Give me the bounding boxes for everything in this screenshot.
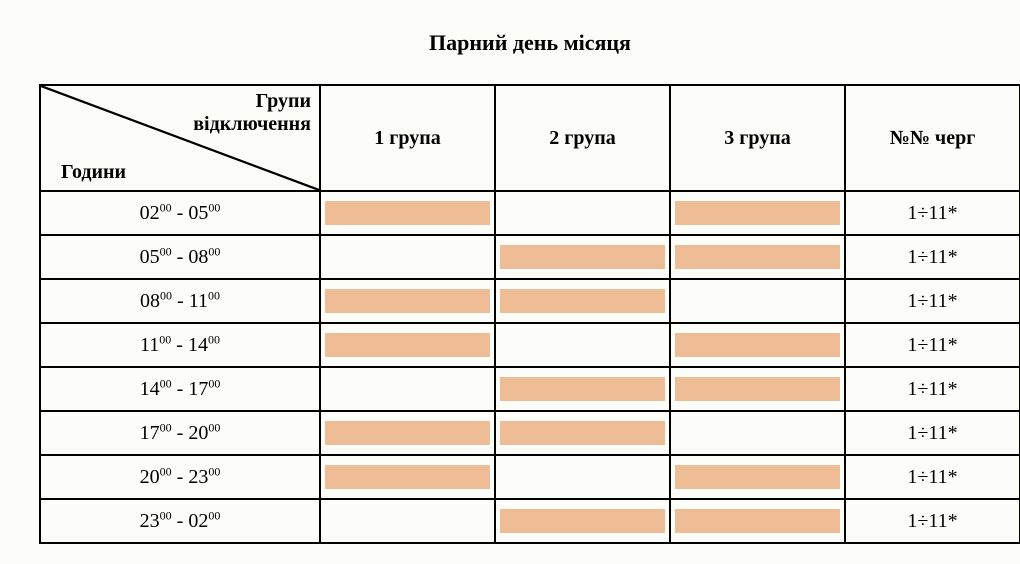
group-3-cell	[670, 191, 845, 235]
group-2-cell	[495, 411, 670, 455]
table-row: 1400 - 1700 1÷11*	[40, 367, 1020, 411]
queue-cell: 1÷11*	[845, 235, 1020, 279]
group-3-cell	[670, 279, 845, 323]
queue-cell: 1÷11*	[845, 191, 1020, 235]
time-cell: 1400 - 1700	[40, 367, 320, 411]
group-1-cell	[320, 279, 495, 323]
schedule-table: Групивідключення Години 1 група 2 група …	[39, 84, 1020, 544]
header-hours-label: Години	[61, 161, 126, 184]
group-3-cell	[670, 411, 845, 455]
time-cell: 0200 - 0500	[40, 191, 320, 235]
time-cell: 0800 - 1100	[40, 279, 320, 323]
shaded-fill	[500, 421, 665, 445]
time-cell: 2300 - 0200	[40, 499, 320, 543]
header-diagonal: Групивідключення Години	[40, 85, 320, 191]
group-2-cell	[495, 499, 670, 543]
queue-cell: 1÷11*	[845, 279, 1020, 323]
group-2-cell	[495, 455, 670, 499]
header-row: Групивідключення Години 1 група 2 група …	[40, 85, 1020, 191]
shaded-fill	[325, 201, 490, 225]
shaded-fill	[500, 245, 665, 269]
queue-cell: 1÷11*	[845, 499, 1020, 543]
group-3-cell	[670, 499, 845, 543]
table-row: 2000 - 2300 1÷11*	[40, 455, 1020, 499]
shaded-fill	[675, 201, 840, 225]
group-1-cell	[320, 367, 495, 411]
schedule-page: Парний день місяця Групивідключення Годи…	[20, 30, 1020, 544]
group-3-cell	[670, 323, 845, 367]
shaded-fill	[675, 333, 840, 357]
group-1-cell	[320, 235, 495, 279]
table-row: 0500 - 0800 1÷11*	[40, 235, 1020, 279]
header-group-2: 2 група	[495, 85, 670, 191]
group-3-cell	[670, 235, 845, 279]
shaded-fill	[325, 333, 490, 357]
shaded-fill	[675, 465, 840, 489]
shaded-fill	[325, 465, 490, 489]
time-cell: 1700 - 2000	[40, 411, 320, 455]
group-1-cell	[320, 191, 495, 235]
group-2-cell	[495, 323, 670, 367]
shaded-fill	[675, 377, 840, 401]
group-3-cell	[670, 367, 845, 411]
header-groups-label: Групивідключення	[193, 90, 311, 136]
time-cell: 0500 - 0800	[40, 235, 320, 279]
shaded-fill	[500, 289, 665, 313]
header-group-3: 3 група	[670, 85, 845, 191]
time-cell: 2000 - 2300	[40, 455, 320, 499]
queue-cell: 1÷11*	[845, 367, 1020, 411]
table-row: 0200 - 0500 1÷11*	[40, 191, 1020, 235]
shaded-fill	[675, 245, 840, 269]
table-row: 2300 - 0200 1÷11*	[40, 499, 1020, 543]
queue-cell: 1÷11*	[845, 455, 1020, 499]
group-2-cell	[495, 279, 670, 323]
table-row: 1700 - 2000 1÷11*	[40, 411, 1020, 455]
shaded-fill	[500, 377, 665, 401]
group-2-cell	[495, 367, 670, 411]
page-title: Парний день місяця	[20, 30, 1020, 56]
time-cell: 1100 - 1400	[40, 323, 320, 367]
table-row: 0800 - 1100 1÷11*	[40, 279, 1020, 323]
group-2-cell	[495, 191, 670, 235]
shaded-fill	[500, 509, 665, 533]
group-1-cell	[320, 499, 495, 543]
table-row: 1100 - 1400 1÷11*	[40, 323, 1020, 367]
header-group-1: 1 група	[320, 85, 495, 191]
shaded-fill	[325, 289, 490, 313]
group-1-cell	[320, 411, 495, 455]
header-queue: №№ черг	[845, 85, 1020, 191]
group-1-cell	[320, 455, 495, 499]
shaded-fill	[325, 421, 490, 445]
group-3-cell	[670, 455, 845, 499]
shaded-fill	[675, 509, 840, 533]
group-1-cell	[320, 323, 495, 367]
queue-cell: 1÷11*	[845, 411, 1020, 455]
queue-cell: 1÷11*	[845, 323, 1020, 367]
group-2-cell	[495, 235, 670, 279]
